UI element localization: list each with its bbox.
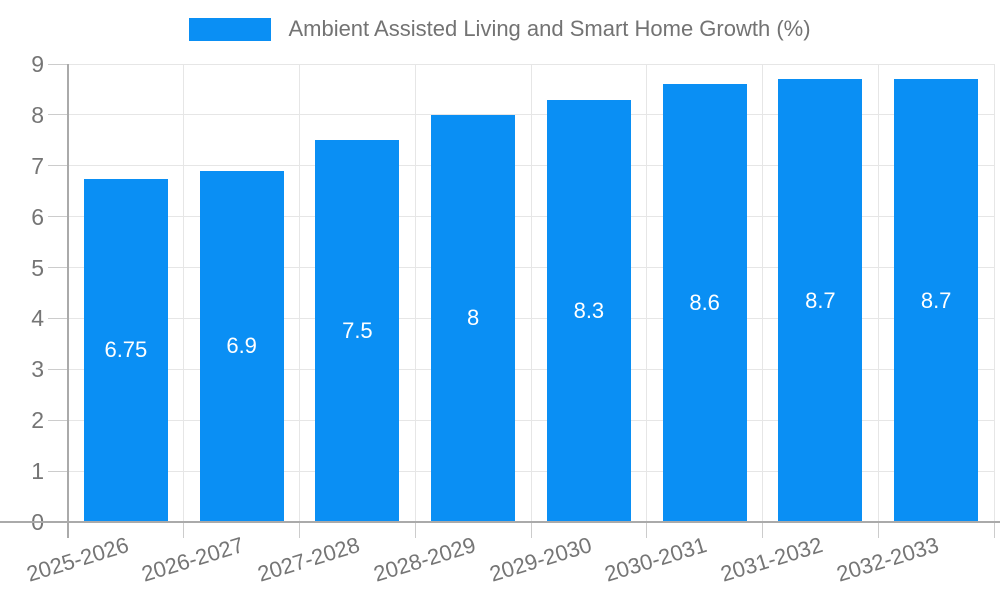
x-gridline xyxy=(993,64,995,522)
y-tick-label: 2 xyxy=(31,407,44,434)
x-tick-mark xyxy=(877,522,879,538)
y-tick-label: 4 xyxy=(31,305,44,332)
bar-value-label: 8 xyxy=(467,305,480,331)
y-tick-label: 8 xyxy=(31,101,44,128)
y-tick-label: 6 xyxy=(31,203,44,230)
x-tick-mark xyxy=(646,522,648,538)
x-tick-label: 2032-2033 xyxy=(833,532,942,587)
bar xyxy=(83,178,168,522)
y-axis-line xyxy=(67,64,69,538)
y-tick-mark xyxy=(48,470,68,472)
y-tick-mark xyxy=(48,216,68,218)
bar xyxy=(199,170,284,522)
x-tick-label: 2029-2030 xyxy=(486,532,595,587)
bar xyxy=(431,114,516,522)
bar-value-label: 6.9 xyxy=(226,333,257,359)
y-tick-mark xyxy=(48,114,68,116)
y-tick-mark xyxy=(48,63,68,65)
bar-value-label: 7.5 xyxy=(342,318,373,344)
x-tick-label: 2025-2026 xyxy=(23,532,132,587)
legend-swatch xyxy=(189,17,272,41)
x-gridline xyxy=(299,64,300,522)
y-tick-label: 7 xyxy=(31,152,44,179)
x-axis-line xyxy=(0,521,1000,523)
y-tick-label: 5 xyxy=(31,254,44,281)
x-gridline xyxy=(646,64,648,522)
bar-value-label: 8.3 xyxy=(573,297,605,323)
bar-value-label: 6.75 xyxy=(104,337,148,363)
x-tick-label: 2028-2029 xyxy=(370,532,479,587)
bar xyxy=(315,140,400,522)
x-tick-mark xyxy=(183,522,185,538)
x-tick-label: 2031-2032 xyxy=(717,532,826,587)
x-gridline xyxy=(530,64,532,522)
bar xyxy=(894,79,979,522)
x-tick-mark xyxy=(993,522,995,538)
bar xyxy=(662,84,747,522)
x-gridline xyxy=(762,64,763,522)
y-tick-mark xyxy=(48,165,68,167)
x-gridline xyxy=(877,64,879,522)
x-tick-label: 2027-2028 xyxy=(254,532,363,587)
y-tick-mark xyxy=(48,368,68,370)
y-tick-label: 1 xyxy=(31,458,44,485)
y-tick-label: 9 xyxy=(31,51,44,77)
y-tick-mark xyxy=(48,317,68,319)
bar-value-label: 8.7 xyxy=(805,287,836,313)
bar xyxy=(778,79,863,522)
x-tick-mark xyxy=(414,522,416,538)
x-tick-label: 2026-2027 xyxy=(139,532,247,587)
x-tick-mark xyxy=(762,522,763,538)
x-tick-label: 2030-2031 xyxy=(602,532,710,587)
legend-label: Ambient Assisted Living and Smart Home G… xyxy=(288,16,811,41)
x-tick-mark xyxy=(299,522,300,538)
bar xyxy=(546,99,631,522)
bar-value-label: 8.7 xyxy=(920,287,952,313)
y-tick-mark xyxy=(48,419,68,421)
bar-value-label: 8.6 xyxy=(689,290,720,316)
y-tick-mark xyxy=(48,267,68,269)
x-gridline xyxy=(414,64,416,522)
x-gridline xyxy=(183,64,185,522)
x-tick-mark xyxy=(530,522,532,538)
chart-legend[interactable]: Ambient Assisted Living and Smart Home G… xyxy=(0,16,1000,42)
y-tick-label: 3 xyxy=(31,356,44,383)
